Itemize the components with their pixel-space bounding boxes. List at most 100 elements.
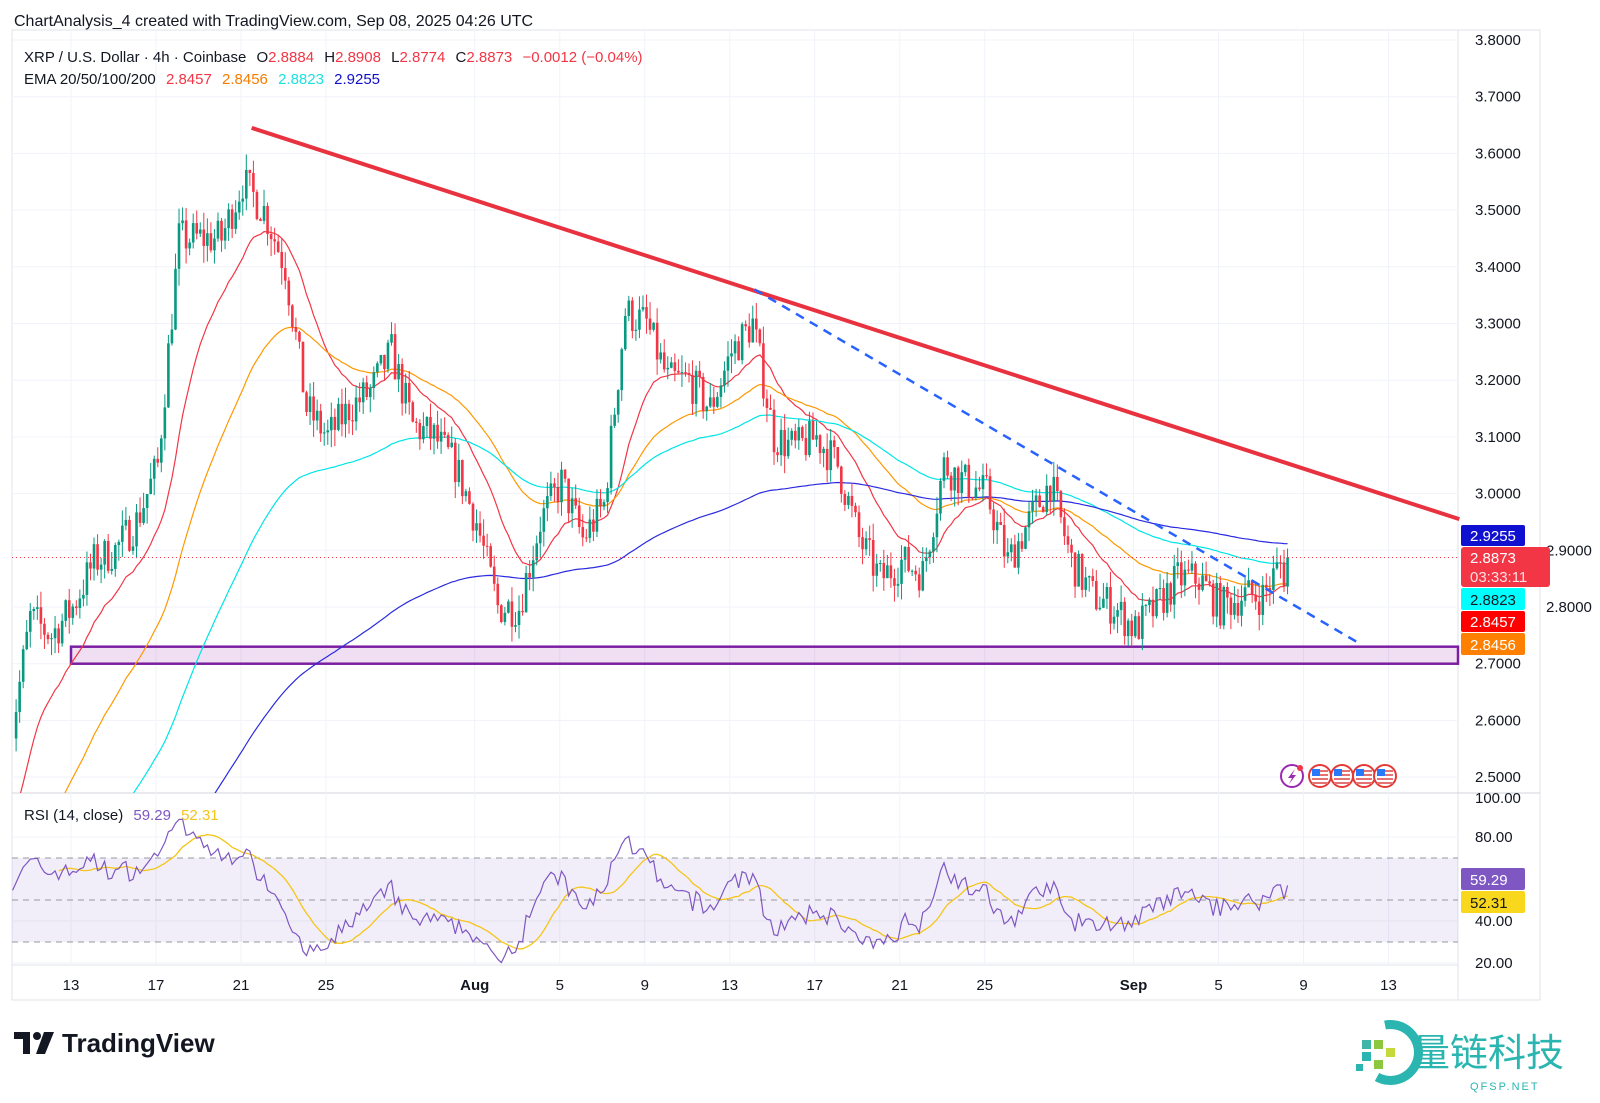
candle-body [457,460,461,483]
candle-body [907,546,910,571]
candle-body [793,430,797,441]
candle-body [1070,544,1073,553]
candle-body [315,410,319,421]
candle-body [368,388,372,397]
candle-body [326,430,330,433]
candle-body [946,457,949,476]
candle-body [606,487,609,503]
candle-body [46,634,50,640]
candle-body [638,309,641,330]
candle-body [425,417,429,427]
candle-body [843,493,847,505]
candle-body [85,562,89,595]
candle-body [262,205,266,221]
candle-body [287,280,291,306]
candle-body [755,318,758,330]
candles [12,154,1458,752]
lightning-event-icon[interactable] [1280,764,1304,788]
candle-body [804,438,808,456]
candle-body [631,300,634,331]
candle-body [1045,485,1049,513]
candle-body [556,487,560,503]
candle-body [886,565,889,579]
candle-body [103,540,106,565]
candle-body [471,503,475,531]
candle-body [468,491,471,504]
candle-body [893,578,896,586]
ema200-line [214,481,1288,793]
time-tick-label: 17 [806,977,823,994]
candle-body [96,544,99,570]
candle-body [177,223,181,269]
dashed-trendline [753,288,1361,645]
candle-body [1229,597,1233,615]
candle-body [808,420,811,456]
candle-body [939,480,942,514]
trendlines[interactable] [251,125,1460,645]
candle-body [337,403,340,430]
candle-body [1137,616,1141,639]
flag-canton [1377,769,1385,776]
candle-body [330,416,333,431]
candle-body [291,305,294,328]
us-flag-icon[interactable] [1373,764,1397,788]
ema-label: EMA 20/50/100/200 [24,71,156,88]
candle-body [850,495,854,506]
candle-body [687,373,691,376]
rsi-pane [12,818,1458,964]
candle-body [967,464,971,498]
event-icons[interactable] [1280,764,1397,788]
candle-body [737,341,740,361]
candle-body [971,497,974,499]
candle-body [354,397,358,422]
us-flag-icon[interactable] [1330,764,1354,788]
candle-body [1087,576,1091,578]
candle-body [620,349,624,391]
candle-body [1017,541,1020,568]
candle-body [864,538,868,550]
price-tick-label: 3.2000 [1475,372,1521,389]
rsi-band [12,858,1458,942]
close-value: 2.8873 [466,49,512,66]
candle-body [397,364,400,380]
time-tick-label: 13 [63,977,80,994]
rsi-label: RSI (14, close) [24,807,123,824]
candle-body [1098,607,1102,610]
candle-body [538,531,542,544]
candle-body [992,509,995,531]
candle-body [379,354,383,364]
candle-body [733,341,737,354]
candle-body [928,551,932,558]
candle-body [1020,541,1024,549]
candle-body [308,396,312,412]
us-flag-icon[interactable] [1308,764,1332,788]
candle-body [510,601,514,627]
candle-body [1165,583,1169,613]
candle-body [138,512,142,523]
candle-body [14,712,18,739]
candle-body [1148,599,1151,606]
candle-body [99,564,103,570]
candle-body [1169,583,1172,605]
candle-body [1240,600,1243,616]
candle-body [769,407,772,410]
us-flag-icon[interactable] [1352,764,1376,788]
candle-body [616,390,620,415]
candle-body [942,457,946,481]
candle-body [36,607,39,609]
candle-body [216,220,220,239]
candle-body [152,458,156,479]
candle-body [82,594,85,599]
candle-body [645,307,648,319]
candle-body [390,334,393,343]
candle-body [453,442,457,483]
candle-body [585,537,588,539]
logo-text: TradingView [62,1028,215,1058]
candle-body [861,537,864,550]
candle-body [1031,501,1034,512]
candle-body [1059,491,1063,518]
candle-body [1254,594,1257,602]
rsi-ma-value-label: 52.31 [1470,895,1508,912]
candle-body [698,370,701,377]
